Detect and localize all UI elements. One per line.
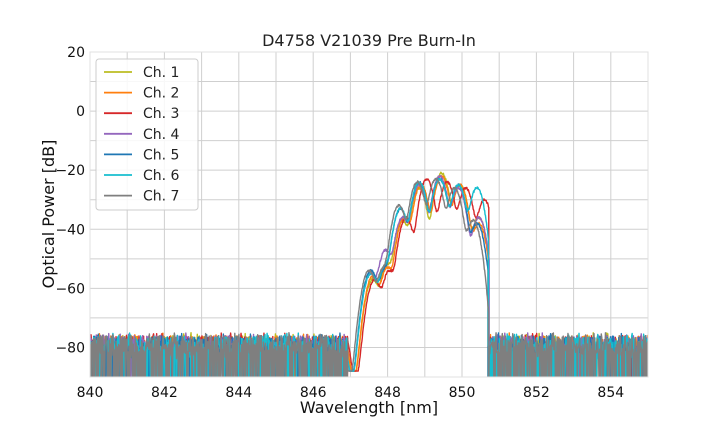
x-tick-label: 850 bbox=[449, 385, 476, 401]
legend-box bbox=[95, 58, 199, 211]
y-axis-ticks: −80 −60 −40 −20 0 20 bbox=[55, 45, 85, 356]
legend-label: Ch. 7 bbox=[143, 189, 179, 205]
y-tick-label: −20 bbox=[55, 163, 85, 179]
y-tick-label: 0 bbox=[76, 104, 85, 120]
series-layer bbox=[90, 171, 648, 377]
x-axis-ticks: 840 842 844 846 848 850 852 854 bbox=[77, 385, 625, 401]
y-tick-label: −80 bbox=[55, 340, 85, 356]
x-tick-label: 848 bbox=[374, 385, 401, 401]
legend: Ch. 1 Ch. 2 Ch. 3 Ch. 4 Ch. 5 Ch. 6 Ch. 7 bbox=[95, 58, 199, 211]
x-tick-label: 846 bbox=[300, 385, 327, 401]
legend-label: Ch. 2 bbox=[143, 86, 179, 102]
legend-label: Ch. 5 bbox=[143, 147, 179, 163]
y-tick-label: 20 bbox=[67, 45, 85, 61]
legend-label: Ch. 6 bbox=[143, 168, 180, 184]
series-line-ch-7 bbox=[90, 177, 648, 377]
y-tick-label: −40 bbox=[55, 222, 85, 238]
plot-border bbox=[89, 51, 649, 378]
legend-label: Ch. 4 bbox=[143, 127, 180, 143]
y-tick-label: −60 bbox=[55, 281, 85, 297]
x-tick-label: 854 bbox=[597, 385, 624, 401]
x-tick-label: 842 bbox=[151, 385, 178, 401]
legend-label: Ch. 3 bbox=[143, 106, 179, 122]
x-tick-label: 844 bbox=[225, 385, 252, 401]
x-axis-label: Wavelength [nm] bbox=[300, 398, 438, 417]
legend-label: Ch. 1 bbox=[143, 65, 179, 81]
y-axis-label: Optical Power [dB] bbox=[39, 140, 58, 289]
chart-title: D4758 V21039 Pre Burn-In bbox=[262, 31, 476, 50]
x-tick-label: 852 bbox=[523, 385, 550, 401]
x-tick-label: 840 bbox=[77, 385, 104, 401]
